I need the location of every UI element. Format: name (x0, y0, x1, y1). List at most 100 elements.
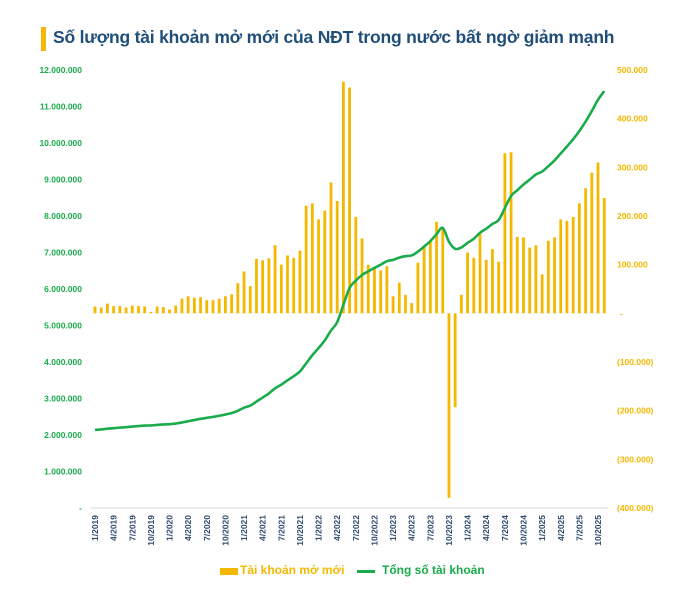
bar (404, 294, 407, 314)
bar (478, 234, 482, 314)
bar (124, 307, 128, 314)
bar (546, 240, 550, 314)
left-axis: - 1.000.000 2.000.000 3.000.000 4.000.000 5.0… (39, 65, 82, 513)
right-tick-label: - (620, 308, 623, 318)
bar (273, 245, 277, 314)
bar (540, 274, 544, 314)
bar (186, 296, 190, 314)
title-accent-bar (41, 27, 46, 51)
x-tick-label: 7/2020 (202, 515, 212, 541)
x-tick-label: 4/2025 (556, 515, 566, 541)
bar (118, 306, 122, 314)
bar (534, 245, 538, 314)
right-tick-label: 200.000 (617, 211, 648, 221)
bar (143, 306, 147, 314)
bar (391, 296, 395, 314)
bar (180, 298, 184, 314)
left-tick-label: 10.000.000 (39, 138, 82, 148)
x-tick-label: 1/2021 (239, 515, 249, 541)
bar (515, 236, 519, 314)
bar (217, 298, 221, 314)
bar (242, 271, 246, 314)
bar (248, 286, 252, 314)
bar (484, 259, 488, 314)
right-tick-label: 300.000 (617, 162, 648, 172)
x-tick-label: 7/2024 (500, 515, 510, 541)
bar (553, 237, 556, 314)
bar (565, 220, 569, 314)
x-tick-label: 4/2021 (258, 515, 268, 541)
bar (99, 307, 103, 314)
right-tick-label: 100.000 (617, 260, 648, 270)
total-accounts-line (94, 90, 606, 432)
bar (559, 219, 563, 314)
legend-bar-swatch (220, 568, 238, 575)
bar (422, 245, 426, 314)
bar (373, 267, 376, 314)
bar (435, 221, 438, 314)
bar (168, 309, 171, 314)
bar (292, 257, 296, 314)
x-tick-label: 4/2022 (332, 515, 342, 541)
bar (590, 172, 594, 314)
x-tick-label: 7/2021 (276, 515, 286, 541)
bar (416, 262, 420, 314)
bar (522, 237, 525, 314)
x-tick-label: 1/2023 (388, 515, 398, 541)
left-tick-label: 3.000.000 (44, 394, 82, 404)
x-tick-label: 10/2021 (295, 515, 305, 546)
bar (397, 282, 401, 314)
x-tick-label: 10/2022 (369, 515, 379, 546)
bar (335, 200, 339, 314)
x-tick-label: 7/2025 (574, 515, 584, 541)
x-tick-label: 1/2024 (463, 515, 473, 541)
bar (174, 305, 178, 314)
x-tick-label: 10/2019 (146, 515, 156, 546)
left-tick-label: 6.000.000 (44, 284, 82, 294)
right-tick-label: (300.000) (617, 454, 654, 464)
bar (286, 255, 289, 314)
bar (366, 264, 370, 314)
bar (596, 162, 600, 314)
x-tick-label: 10/2020 (220, 515, 230, 546)
right-tick-label: (200.000) (617, 406, 654, 416)
bar (441, 229, 445, 314)
bar (323, 210, 327, 314)
x-tick-label: 4/2023 (407, 515, 417, 541)
left-tick-label: 7.000.000 (44, 248, 82, 258)
bar (459, 294, 463, 314)
right-tick-label: 500.000 (617, 65, 648, 75)
bar (211, 300, 215, 314)
bar (348, 87, 352, 314)
bar (509, 152, 513, 314)
bar (354, 216, 358, 314)
bar (93, 306, 97, 314)
bar (379, 270, 383, 314)
bar (224, 296, 227, 314)
right-tick-label: 400.000 (617, 114, 648, 124)
chart-title: Số lượng tài khoản mở mới của NĐT trong … (53, 27, 615, 47)
legend-line-swatch (357, 570, 375, 573)
left-tick-label: 4.000.000 (44, 357, 82, 367)
left-tick-label: 11.000.000 (40, 102, 82, 112)
bar (528, 247, 532, 314)
bar (155, 306, 159, 314)
right-tick-label: (100.000) (617, 357, 654, 367)
left-tick-label: 5.000.000 (44, 321, 82, 331)
bar (112, 306, 116, 314)
bar (230, 294, 234, 314)
left-tick-label: 1.000.000 (44, 467, 82, 477)
bar (491, 249, 494, 314)
bar (428, 240, 432, 314)
x-tick-label: 4/2020 (183, 515, 193, 541)
x-tick-label: 10/2024 (518, 515, 528, 546)
x-tick-label: 4/2024 (481, 515, 491, 541)
x-tick-label: 7/2023 (425, 515, 435, 541)
bar (385, 266, 389, 314)
bar (584, 188, 587, 314)
bar (205, 300, 209, 314)
bar (577, 203, 581, 314)
bar (192, 297, 196, 314)
bar (279, 264, 283, 314)
x-tick-label: 1/2019 (90, 515, 100, 541)
